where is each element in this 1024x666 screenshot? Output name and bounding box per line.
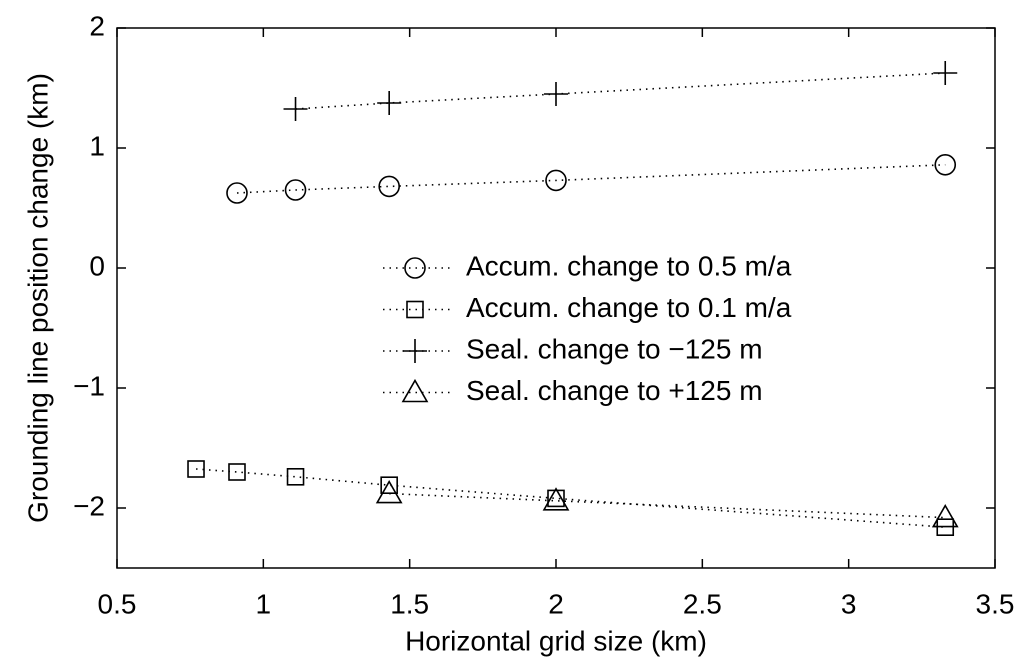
data-point (542, 487, 570, 511)
legend-marker (403, 339, 427, 363)
y-axis-label: Grounding line position change (km) (22, 73, 53, 523)
data-point (187, 460, 205, 478)
y-tick-label: 1 (89, 130, 105, 161)
data-point (377, 91, 402, 115)
data-point (931, 503, 959, 528)
series-line (236, 164, 946, 194)
y-tick-label: 0 (89, 250, 105, 281)
legend-label: Accum. change to 0.5 m/a (466, 250, 792, 281)
legend-label: Seal. change to −125 m (466, 333, 763, 364)
data-point (544, 82, 568, 106)
series-line (295, 72, 946, 110)
data-point (380, 476, 398, 495)
data-point (283, 97, 308, 121)
data-point (378, 175, 400, 198)
data-point (545, 169, 567, 192)
y-tick-label: 2 (89, 10, 105, 41)
legend-label: Accum. change to 0.1 m/a (466, 292, 792, 323)
x-axis-label: Horizontal grid size (km) (405, 625, 707, 656)
legend-marker (406, 300, 424, 319)
x-tick-label: 1.5 (390, 588, 429, 619)
y-tick-label: −1 (73, 370, 105, 401)
data-point (934, 154, 957, 176)
x-tick-label: 3 (841, 588, 857, 619)
x-tick-label: 3.5 (976, 588, 1015, 619)
series-line (389, 492, 946, 519)
legend-marker (401, 378, 429, 403)
x-tick-label: 1 (256, 588, 272, 619)
data-point (226, 182, 248, 204)
series-line (195, 468, 946, 528)
x-tick-label: 2 (548, 588, 564, 619)
data-point (284, 179, 307, 201)
data-point (933, 61, 958, 85)
y-tick-label: −2 (73, 490, 105, 521)
legend-marker (404, 257, 426, 279)
x-tick-label: 2.5 (683, 588, 722, 619)
x-tick-label: 0.5 (98, 588, 137, 619)
data-point (228, 463, 246, 481)
legend-label: Seal. change to +125 m (466, 375, 763, 406)
data-point (375, 479, 403, 504)
data-point (286, 467, 305, 486)
